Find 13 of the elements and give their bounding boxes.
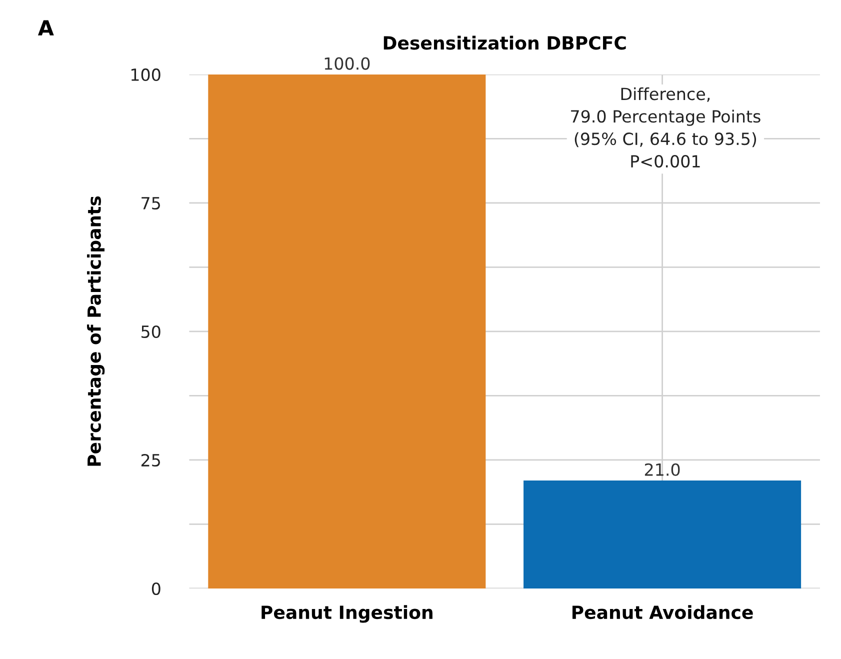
y-tick-label: 25 <box>141 454 160 467</box>
chart-title: Desensitization DBPCFC <box>384 36 626 50</box>
y-tick-label: 100 <box>131 68 160 82</box>
text: A <box>38 20 54 36</box>
data-label: 21.0 <box>644 463 680 476</box>
data-label: 100.0 <box>324 57 370 70</box>
annotation: Difference, 79.0 Percentage Points (95% CI, 64.6 to 93.5) P<0.001 <box>571 87 760 168</box>
y-tick-label: 75 <box>142 197 160 210</box>
y-tick-label: 0 <box>152 582 160 596</box>
y-tick-label: 50 <box>142 325 160 338</box>
x-tick-label: Peanut Ingestion <box>262 605 432 623</box>
y-axis-title: Percentage of Participants <box>87 196 105 466</box>
x-tick-label: Peanut Avoidance <box>572 605 753 620</box>
